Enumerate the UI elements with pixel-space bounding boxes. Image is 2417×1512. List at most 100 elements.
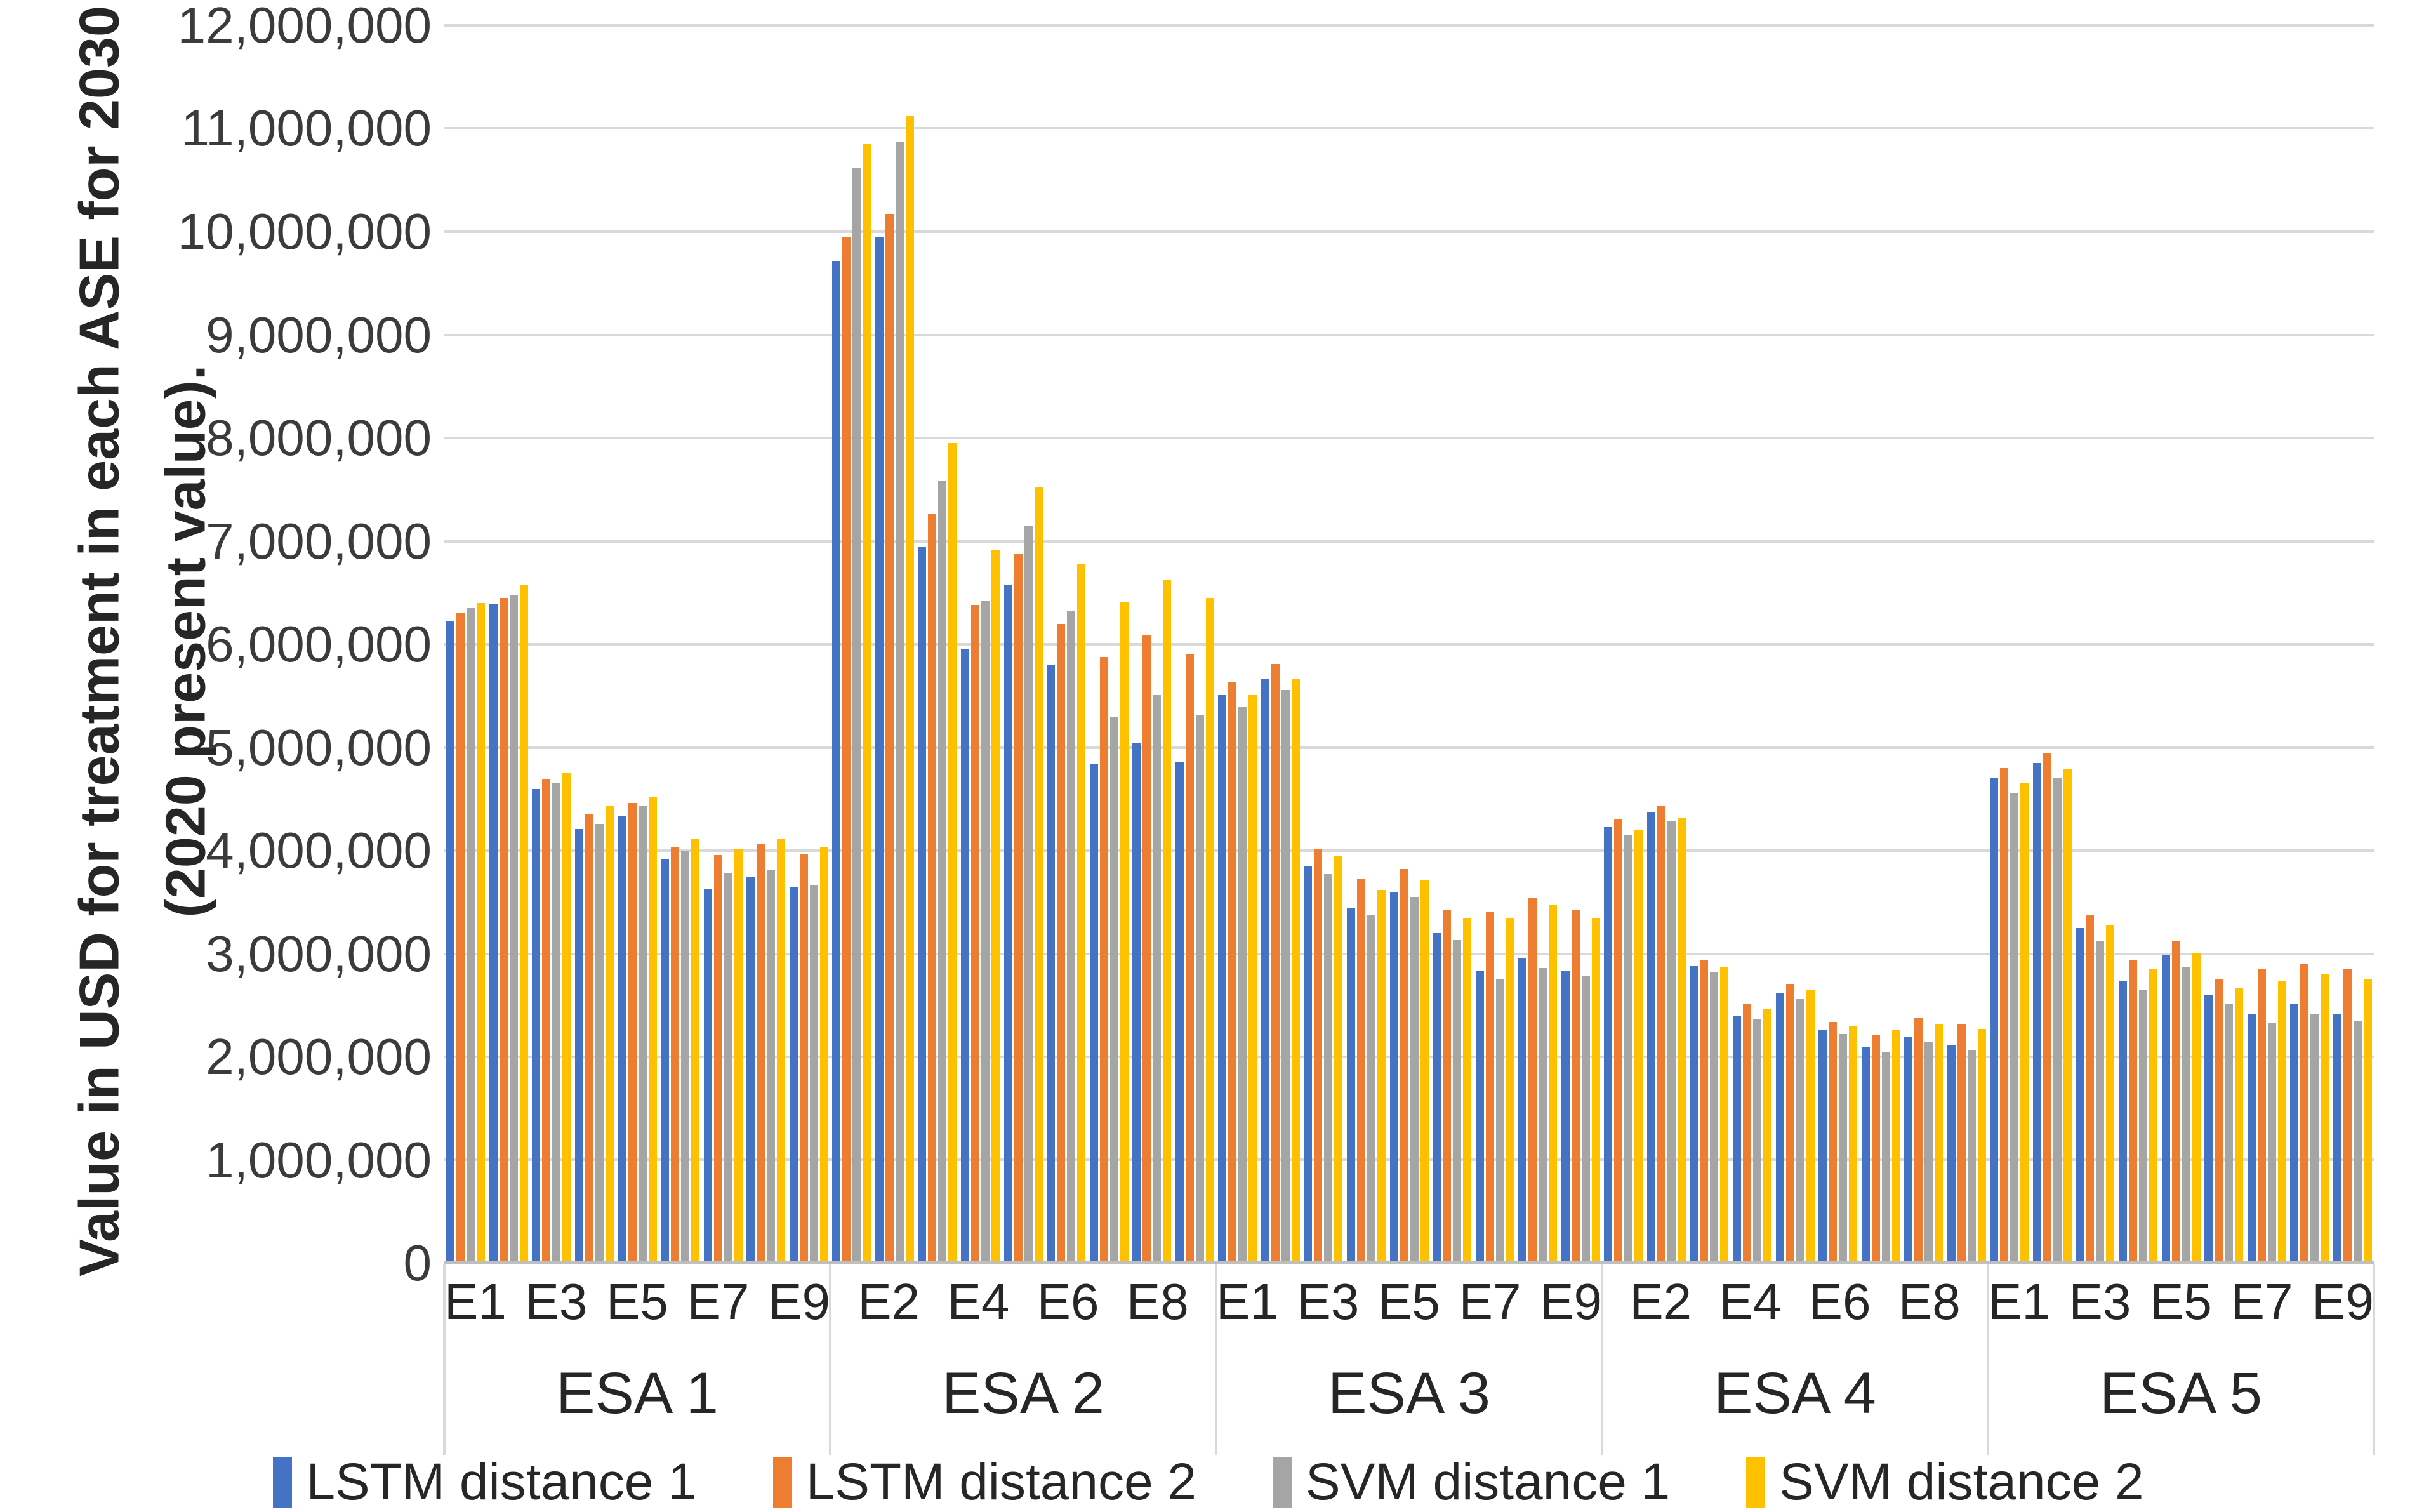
category-e4 [1731,25,1774,1263]
bar [2182,967,2190,1263]
category-label [1961,1264,1988,1339]
bar [1314,849,1323,1263]
category-label: E6 [1808,1273,1871,1330]
bar [832,260,841,1263]
category-label: E1 [444,1273,507,1330]
bar [1356,878,1365,1263]
category-e7 [701,25,745,1263]
category-e1 [1602,25,1645,1263]
bar [1067,611,1076,1263]
bar [734,848,743,1263]
esa-group-esa-5 [1988,25,2374,1263]
bar [1806,990,1815,1263]
category-label [1871,1264,1898,1339]
category-e5 [616,25,659,1263]
bar [1089,764,1098,1263]
bar [1539,968,1547,1263]
category-e2 [487,25,531,1263]
category-e9 [788,25,831,1263]
bar [1109,717,1118,1263]
bar [1047,665,1056,1263]
legend-item-svm-distance-1: SVM distance 1 [1273,1452,1670,1512]
category-labels-esa-1: E1 E3 E5 E7 E9 [444,1264,830,1339]
bar [1881,1051,1890,1263]
bar [1591,917,1600,1263]
bar [1732,1016,1741,1263]
bar [691,838,700,1263]
bar [1453,940,1462,1263]
bar [2247,1013,2256,1263]
category-label: E7 [2230,1273,2293,1330]
bar [1667,820,1676,1263]
category-e3 [916,25,959,1263]
bar [1818,1030,1827,1263]
category-e6 [1431,25,1474,1263]
category-label [920,1264,947,1339]
bar [2235,988,2244,1263]
bar [852,168,861,1263]
bar [2321,974,2329,1263]
bar [2118,981,2127,1263]
category-label [1359,1264,1378,1339]
category-label: E9 [768,1273,830,1330]
category-label: E9 [1540,1273,1602,1330]
bar [1377,889,1386,1263]
gridline [444,230,2374,233]
bar [863,143,871,1263]
bar [489,604,498,1263]
category-e2 [1259,25,1302,1263]
bar [1700,960,1709,1263]
category-label: E3 [1297,1273,1360,1330]
bar [809,884,818,1263]
category-label: E2 [1629,1273,1692,1330]
bar [1861,1046,1870,1263]
bar [2333,1013,2341,1263]
bar [1034,487,1043,1263]
bar [1271,663,1280,1263]
bar [1400,869,1408,1263]
category-label [1009,1264,1036,1339]
bar [1367,914,1375,1263]
category-e5 [1773,25,1817,1263]
bar [2310,1013,2319,1263]
category-label: E1 [1988,1273,2050,1330]
esa-group-esa-1 [444,25,830,1263]
bar [1957,1024,1966,1263]
category-e6 [659,25,702,1263]
bar [724,873,732,1263]
bar [1475,971,1484,1263]
group-label: ESA 5 [2100,1361,2262,1426]
bar [467,608,475,1263]
bar [648,797,657,1263]
plot-area: 0 1,000,000 2,000,000 3,000,000 4,000,000 5,0… [178,0,2374,1291]
category-label [1440,1264,1459,1339]
bar [2032,762,2041,1263]
bar [2300,964,2309,1263]
legend-label: SVM distance 1 [1306,1453,1671,1511]
bar [1304,866,1313,1263]
bar [1495,979,1504,1263]
bar [542,779,551,1263]
x-axis-label-area: E1 E3 E5 E7 E9 E2 E4 E6 E8 E1 E3 E5 E7 E9 E2 E4 E6 E8 E1 E3… [443,1264,2375,1455]
category-label [2212,1264,2231,1339]
bar [928,513,937,1263]
y-tick-label: 4,000,000 [206,821,432,879]
bar [1506,918,1514,1263]
category-label: E5 [2150,1273,2212,1330]
category-label [1278,1264,1297,1339]
bar [757,844,765,1263]
bar [1871,1035,1880,1263]
bar [2106,925,2115,1263]
bar [1346,908,1355,1263]
bar [767,870,776,1263]
bar [875,237,884,1263]
bar [1433,933,1441,1263]
bar [1634,830,1643,1263]
bar [1624,835,1633,1263]
bar [905,116,914,1263]
category-label [2293,1264,2312,1339]
category-label [830,1264,858,1339]
category-e7 [1859,25,1902,1263]
bar [1690,966,1699,1263]
category-labels-esa-2: E2 E4 E6 E8 [830,1264,1216,1339]
